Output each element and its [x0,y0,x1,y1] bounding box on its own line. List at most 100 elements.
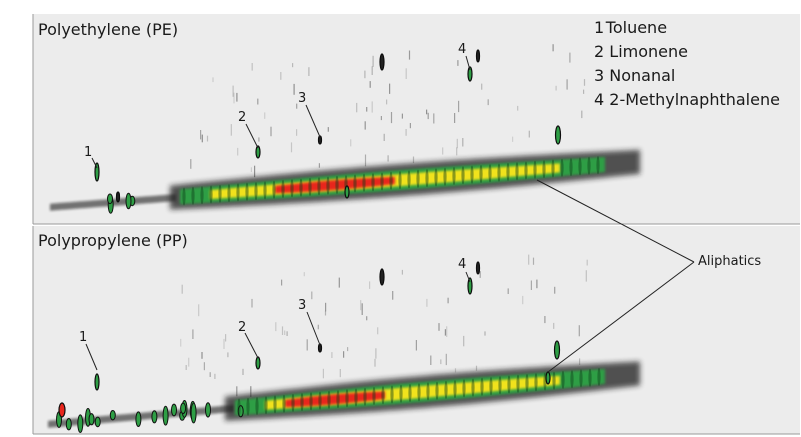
streak [237,147,239,156]
compound-spot [255,356,261,370]
streak [447,297,449,304]
streak [258,137,260,142]
comb-mark [561,370,565,389]
streak [212,77,214,83]
streak [430,355,432,365]
streak [390,112,393,124]
comb-mark [497,163,501,182]
streak [284,330,286,335]
compound-spot [475,49,481,63]
streak [554,286,556,294]
streak [583,79,586,86]
streak [487,99,489,106]
streak [484,331,486,336]
legend-name-3: Nonanal [609,66,676,85]
comb-mark [254,182,258,201]
streak [530,280,532,290]
comb-mark [291,393,295,412]
panel-pp [32,226,800,435]
streak [180,338,182,347]
streak [481,83,483,90]
legend-item-1: 1 Toluene [594,18,667,37]
panel-pe-streaks [190,44,586,178]
comb-mark [200,186,204,205]
comb-mark [408,384,412,402]
panel-pe-aliphatic-band [50,149,640,214]
comb-mark [570,370,574,389]
comb-mark [380,172,384,191]
streak [409,123,411,129]
comb-mark [533,160,537,179]
comb-mark [326,176,330,195]
legend-name-1: Toluene [605,18,668,37]
comb-mark [542,160,546,179]
streak [507,288,509,294]
streak [586,259,588,266]
streak [242,368,244,375]
streak [292,63,294,68]
streak [374,358,376,367]
left-blob [65,418,72,431]
leader-pp-4 [465,271,471,283]
leader-lines [85,55,695,373]
streak [236,92,238,102]
comb-mark [579,369,583,388]
streak [214,373,216,379]
streak [331,352,333,358]
streak [426,298,428,307]
compound-spot [467,277,473,295]
streak [386,99,388,105]
comb-mark [264,396,268,415]
comb-mark [389,171,393,190]
streak [528,130,530,138]
comb-mark [327,390,331,409]
streak [257,98,259,105]
streak [456,147,458,156]
comb-mark [273,395,277,414]
left-blob [190,402,197,424]
comb-mark [318,391,322,410]
comb-mark [525,374,529,392]
left-blob [109,410,116,421]
comb-mark [498,376,502,395]
comb-mark [246,397,250,416]
comb-mark [218,184,222,203]
pp-annotation-3: 3 [298,298,307,313]
streak [371,101,373,113]
comb-mark [479,165,483,183]
comb-mark [417,383,421,402]
streak [552,44,554,52]
pp-annotation-4: 4 [458,257,467,272]
streak [479,271,481,278]
streak [201,352,203,359]
comb-mark [372,387,376,405]
streak [387,155,389,162]
comb-mark [588,368,592,387]
compound-spot [379,53,385,71]
band-red [275,176,395,194]
compound-spot [554,125,562,145]
streak [462,138,464,147]
streak [339,369,341,378]
streak [190,159,192,169]
leader-pp-2 [244,332,259,359]
comb-mark [507,375,511,394]
comb-mark [452,167,456,185]
comb-mark [345,389,349,408]
streak [227,352,229,358]
left-blob [151,410,158,424]
leader-pp-3 [306,311,321,346]
streak [415,340,417,351]
comb-mark [587,156,591,175]
streak [475,365,478,371]
streak [438,323,440,331]
streak [230,124,232,136]
streak [181,284,183,294]
streak [198,304,200,317]
streak [512,136,514,142]
pe-annotation-4: 4 [458,42,467,57]
left-blob [107,193,113,205]
compound-spot [255,145,261,159]
streak [327,127,329,132]
